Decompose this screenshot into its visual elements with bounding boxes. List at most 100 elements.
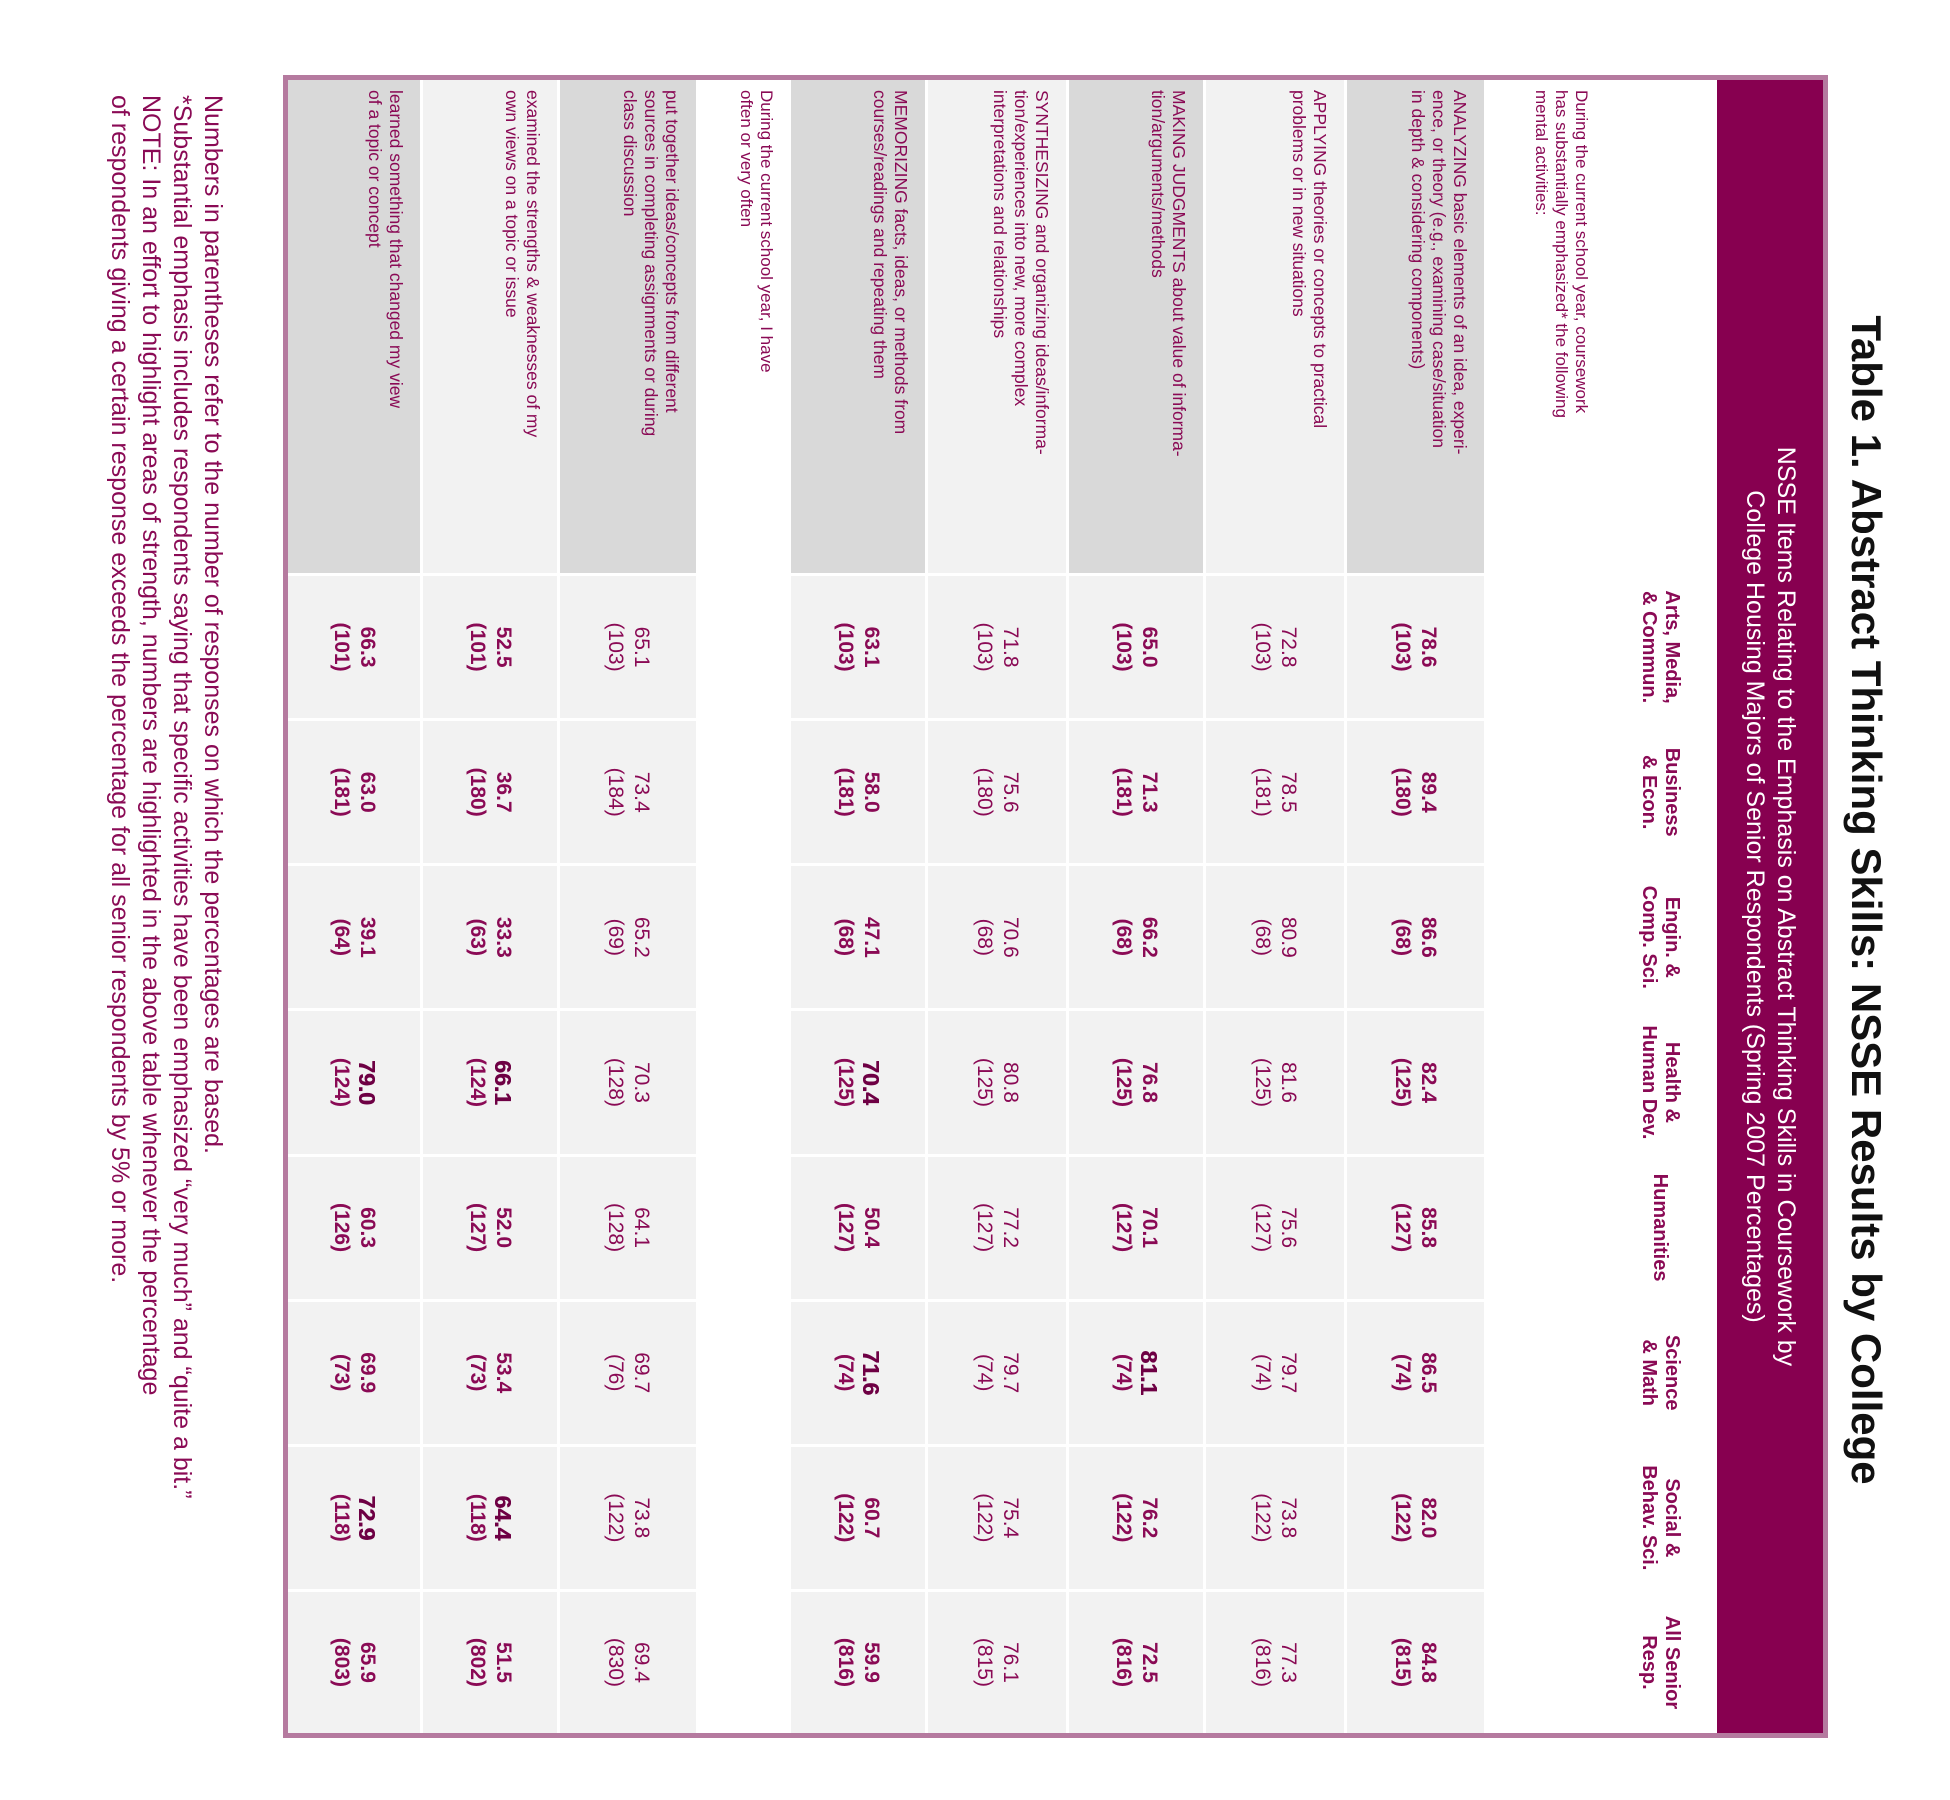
row-label: SYNTHESIZING and organizing ideas/inform… xyxy=(926,77,1068,575)
percentage: 65.2 xyxy=(630,916,653,958)
percentage: 63.1 xyxy=(860,626,883,668)
value-cell: 77.3 (816) xyxy=(1204,1590,1346,1736)
percentage: 66.1 xyxy=(490,1060,516,1105)
section-row: During the current school year, coursewo… xyxy=(1485,77,1605,1736)
response-count: (68) xyxy=(1251,918,1274,956)
response-count: (180) xyxy=(973,767,996,817)
response-count: (73) xyxy=(466,1354,489,1392)
value-cell: 79.0 (124) xyxy=(285,1009,422,1155)
percentage: 80.9 xyxy=(1277,916,1300,958)
percentage: 70.6 xyxy=(999,916,1022,958)
response-count: (69) xyxy=(604,918,627,956)
subtitle: NSSE Items Relating to the Emphasis on A… xyxy=(1715,77,1826,1736)
column-header: Arts, Media, & Commun. xyxy=(1604,574,1716,720)
percentage: 65.0 xyxy=(1138,626,1161,668)
value-cell: 84.8 (815) xyxy=(1345,1590,1486,1736)
percentage: 66.2 xyxy=(1138,916,1161,958)
data-row: examined the strengths & weaknesses of m… xyxy=(421,77,559,1736)
value-cell: 70.6 (68) xyxy=(926,864,1068,1010)
response-count: (125) xyxy=(1391,1057,1415,1107)
percentage: 73.4 xyxy=(630,771,653,813)
section-row: During the current school year, I have o… xyxy=(697,77,790,1736)
percentage: 72.9 xyxy=(354,1495,380,1541)
note: NOTE: In an effort to highlight areas of… xyxy=(106,95,165,1396)
response-count: (76) xyxy=(604,1354,627,1392)
response-count: (127) xyxy=(1391,1203,1415,1253)
percentage: 79.7 xyxy=(999,1352,1022,1394)
response-count: (816) xyxy=(834,1637,857,1687)
percentage: 72.5 xyxy=(1138,1642,1161,1683)
column-header: Humanities xyxy=(1604,1155,1716,1301)
response-count: (122) xyxy=(604,1493,627,1543)
response-count: (73) xyxy=(330,1354,353,1392)
value-cell: 75.6 (127) xyxy=(1204,1155,1346,1301)
percentage: 59.9 xyxy=(860,1642,883,1683)
response-count: (68) xyxy=(973,918,996,956)
response-count: (127) xyxy=(466,1203,489,1253)
data-row: learned something that changed my view o… xyxy=(285,77,422,1736)
percentage: 65.9 xyxy=(356,1642,379,1683)
response-count: (68) xyxy=(834,918,857,956)
row-label: MAKING JUDGMENTS about value of informa-… xyxy=(1067,77,1205,575)
value-cell: 51.5 (802) xyxy=(421,1590,559,1736)
percentage: 86.6 xyxy=(1417,916,1441,958)
response-count: (101) xyxy=(330,622,353,672)
response-count: (127) xyxy=(834,1203,857,1253)
value-cell: 79.7 (74) xyxy=(1204,1300,1346,1446)
value-cell: 63.1 (103) xyxy=(789,574,927,720)
response-count: (125) xyxy=(834,1057,857,1107)
subtitle-row: NSSE Items Relating to the Emphasis on A… xyxy=(1715,77,1826,1736)
percentage: 65.1 xyxy=(630,626,653,668)
response-count: (122) xyxy=(1391,1493,1415,1543)
title: Table 1. Abstract Thinking Skills: NSSE … xyxy=(1843,315,1890,1485)
value-cell: 66.2 (68) xyxy=(1067,864,1205,1010)
value-cell: 72.9 (118) xyxy=(285,1445,422,1591)
value-cell: 75.6 (180) xyxy=(926,719,1068,865)
value-cell: 60.3 (126) xyxy=(285,1155,422,1301)
value-cell: 80.9 (68) xyxy=(1204,864,1346,1010)
response-count: (816) xyxy=(1251,1637,1274,1687)
response-count: (802) xyxy=(466,1637,489,1687)
response-count: (103) xyxy=(834,622,857,672)
value-cell: 63.0 (181) xyxy=(285,719,422,865)
percentage: 71.3 xyxy=(1138,771,1161,813)
percentage: 79.7 xyxy=(1277,1352,1300,1394)
response-count: (125) xyxy=(1251,1057,1274,1107)
value-cell: 70.1 (127) xyxy=(1067,1155,1205,1301)
percentage: 71.8 xyxy=(999,626,1022,668)
value-cell: 72.5 (816) xyxy=(1067,1590,1205,1736)
value-cell: 65.1 (103) xyxy=(558,574,698,720)
response-count: (124) xyxy=(330,1057,353,1107)
column-header: All Senior Resp. xyxy=(1604,1590,1716,1736)
value-cell: 70.4 (125) xyxy=(789,1009,927,1155)
response-count: (125) xyxy=(973,1057,996,1107)
response-count: (103) xyxy=(1251,622,1274,672)
section-heading: During the current school year, I have o… xyxy=(697,77,790,575)
results-table: NSSE Items Relating to the Emphasis on A… xyxy=(283,75,1828,1738)
data-row: MEMORIZING facts, ideas, or methods from… xyxy=(789,77,927,1736)
percentage: 80.8 xyxy=(999,1062,1022,1103)
percentage: 52.0 xyxy=(492,1207,515,1248)
percentage: 77.2 xyxy=(999,1207,1022,1248)
value-cell: 71.3 (181) xyxy=(1067,719,1205,865)
percentage: 69.9 xyxy=(356,1352,379,1394)
value-cell: 50.4 (127) xyxy=(789,1155,927,1301)
percentage: 47.1 xyxy=(860,916,883,958)
note: *Substantial emphasis includes responden… xyxy=(168,95,196,1499)
response-count: (803) xyxy=(330,1637,353,1687)
percentage: 64.1 xyxy=(630,1207,653,1248)
percentage: 72.8 xyxy=(1277,626,1300,668)
percentage: 75.6 xyxy=(1277,1207,1300,1248)
percentage: 53.4 xyxy=(492,1352,515,1394)
response-count: (816) xyxy=(1112,1637,1135,1687)
response-count: (68) xyxy=(1391,918,1415,956)
value-cell: 36.7 (180) xyxy=(421,719,559,865)
response-count: (128) xyxy=(604,1057,627,1107)
value-cell: 77.2 (127) xyxy=(926,1155,1068,1301)
value-cell: 73.8 (122) xyxy=(558,1445,698,1591)
percentage: 52.5 xyxy=(492,626,515,668)
percentage: 39.1 xyxy=(356,916,379,958)
value-cell: 60.7 (122) xyxy=(789,1445,927,1591)
value-cell: 76.1 (815) xyxy=(926,1590,1068,1736)
response-count: (74) xyxy=(1112,1354,1135,1392)
